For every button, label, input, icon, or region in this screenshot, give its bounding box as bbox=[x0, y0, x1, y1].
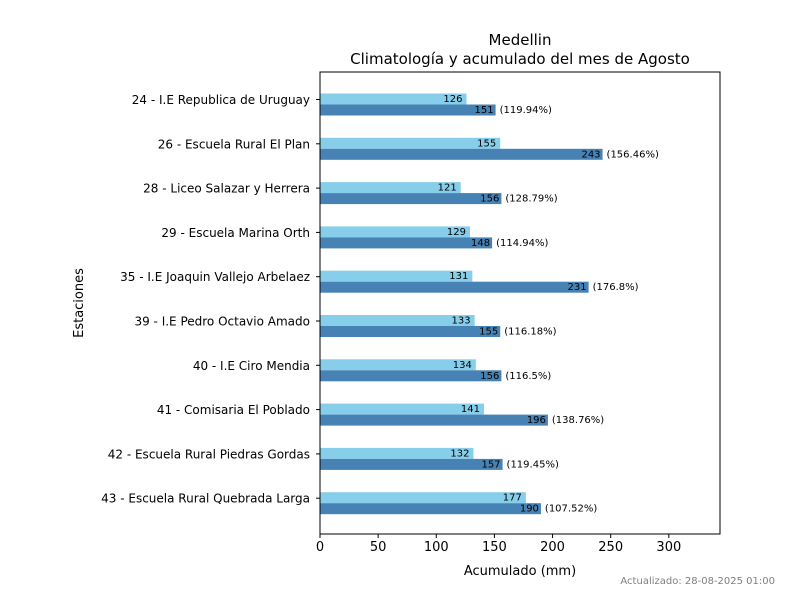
bar-climatology bbox=[320, 359, 476, 371]
y-tick-label: 29 - Escuela Marina Orth bbox=[161, 226, 310, 240]
bar-percent-label: (156.46%) bbox=[607, 149, 659, 160]
bar-percent-label: (119.45%) bbox=[507, 459, 559, 470]
bar-accumulated bbox=[320, 237, 493, 249]
bar-climatology bbox=[320, 270, 473, 282]
y-tick-label: 43 - Escuela Rural Quebrada Larga bbox=[101, 492, 310, 506]
y-tick-label: 42 - Escuela Rural Piedras Gordas bbox=[108, 447, 310, 461]
y-tick-label: 39 - I.E Pedro Octavio Amado bbox=[134, 315, 310, 329]
bars-group: 126 151 (119.94%) 155 243 (156.46%) 121 156 (128… bbox=[320, 93, 659, 515]
y-ticks-group: 24 - I.E Republica de Uruguay 26 - Escuel… bbox=[101, 93, 320, 506]
x-tick-label: 50 bbox=[370, 540, 387, 555]
bar-climatology bbox=[320, 492, 526, 504]
bar-percent-label: (107.52%) bbox=[545, 504, 597, 515]
bar-climatology bbox=[320, 315, 475, 326]
bar-value-label: 190 bbox=[520, 504, 539, 515]
bar-percent-label: (116.18%) bbox=[504, 327, 556, 338]
bar-value-label: 121 bbox=[438, 183, 457, 194]
bar-value-label: 148 bbox=[471, 238, 490, 249]
bar-accumulated bbox=[320, 281, 589, 293]
bar-value-label: 177 bbox=[503, 493, 522, 504]
y-tick-label: 24 - I.E Republica de Uruguay bbox=[132, 93, 310, 107]
x-ticks-group: 0 50 100 150 200 250 300 bbox=[316, 534, 681, 555]
y-tick-label: 26 - Escuela Rural El Plan bbox=[158, 137, 310, 151]
bar-value-label: 134 bbox=[453, 360, 472, 371]
bar-percent-label: (119.94%) bbox=[500, 105, 552, 116]
bar-value-label: 126 bbox=[443, 94, 462, 105]
bar-value-label: 132 bbox=[450, 448, 469, 459]
bar-accumulated bbox=[320, 503, 541, 515]
bar-value-label: 243 bbox=[581, 149, 600, 160]
bar-value-label: 155 bbox=[479, 327, 498, 338]
bar-value-label: 156 bbox=[480, 194, 499, 205]
bar-percent-label: (116.5%) bbox=[505, 371, 551, 382]
bar-value-label: 156 bbox=[480, 371, 499, 382]
bar-accumulated bbox=[320, 104, 496, 116]
bar-climatology bbox=[320, 182, 461, 194]
bar-percent-label: (176.8%) bbox=[593, 282, 639, 293]
bar-value-label: 155 bbox=[477, 138, 496, 149]
bar-accumulated bbox=[320, 414, 548, 426]
bar-climatology bbox=[320, 447, 474, 459]
bar-percent-label: (114.94%) bbox=[496, 238, 548, 249]
bar-climatology bbox=[320, 93, 467, 105]
bar-value-label: 196 bbox=[527, 415, 546, 426]
bar-accumulated bbox=[320, 370, 502, 382]
bar-accumulated bbox=[320, 193, 502, 205]
bar-value-label: 151 bbox=[474, 105, 493, 116]
y-tick-label: 41 - Comisaria El Poblado bbox=[157, 403, 310, 417]
x-tick-label: 300 bbox=[656, 540, 681, 555]
plot-frame bbox=[319, 71, 721, 535]
bar-value-label: 157 bbox=[481, 459, 500, 470]
y-tick-label: 28 - Liceo Salazar y Herrera bbox=[143, 182, 310, 196]
bar-percent-label: (138.76%) bbox=[552, 415, 604, 426]
updated-timestamp: Actualizado: 28-08-2025 01:00 bbox=[620, 576, 775, 587]
x-tick-label: 0 bbox=[316, 540, 324, 555]
y-tick-label: 40 - I.E Ciro Mendia bbox=[193, 359, 310, 373]
y-axis-label: Estaciones bbox=[72, 268, 87, 338]
x-tick-label: 100 bbox=[424, 540, 449, 555]
y-tick-label: 35 - I.E Joaquin Vallejo Arbelaez bbox=[120, 270, 310, 284]
bar-accumulated bbox=[320, 148, 603, 160]
bar-climatology bbox=[320, 137, 501, 149]
chart-title: Medellin bbox=[489, 31, 552, 49]
bar-climatology bbox=[320, 226, 470, 238]
bar-value-label: 129 bbox=[447, 227, 466, 238]
bar-climatology bbox=[320, 403, 484, 415]
bar-value-label: 141 bbox=[461, 404, 480, 415]
x-tick-label: 250 bbox=[598, 540, 623, 555]
bar-value-label: 231 bbox=[568, 282, 587, 293]
bar-percent-label: (128.79%) bbox=[505, 194, 557, 205]
x-tick-label: 150 bbox=[482, 540, 507, 555]
x-tick-label: 200 bbox=[540, 540, 565, 555]
bar-value-label: 133 bbox=[452, 316, 471, 327]
bar-accumulated bbox=[320, 326, 501, 337]
x-axis-label: Acumulado (mm) bbox=[464, 564, 576, 579]
chart-subtitle: Climatología y acumulado del mes de Agos… bbox=[350, 50, 690, 68]
bar-value-label: 131 bbox=[449, 271, 468, 282]
bar-accumulated bbox=[320, 458, 503, 470]
